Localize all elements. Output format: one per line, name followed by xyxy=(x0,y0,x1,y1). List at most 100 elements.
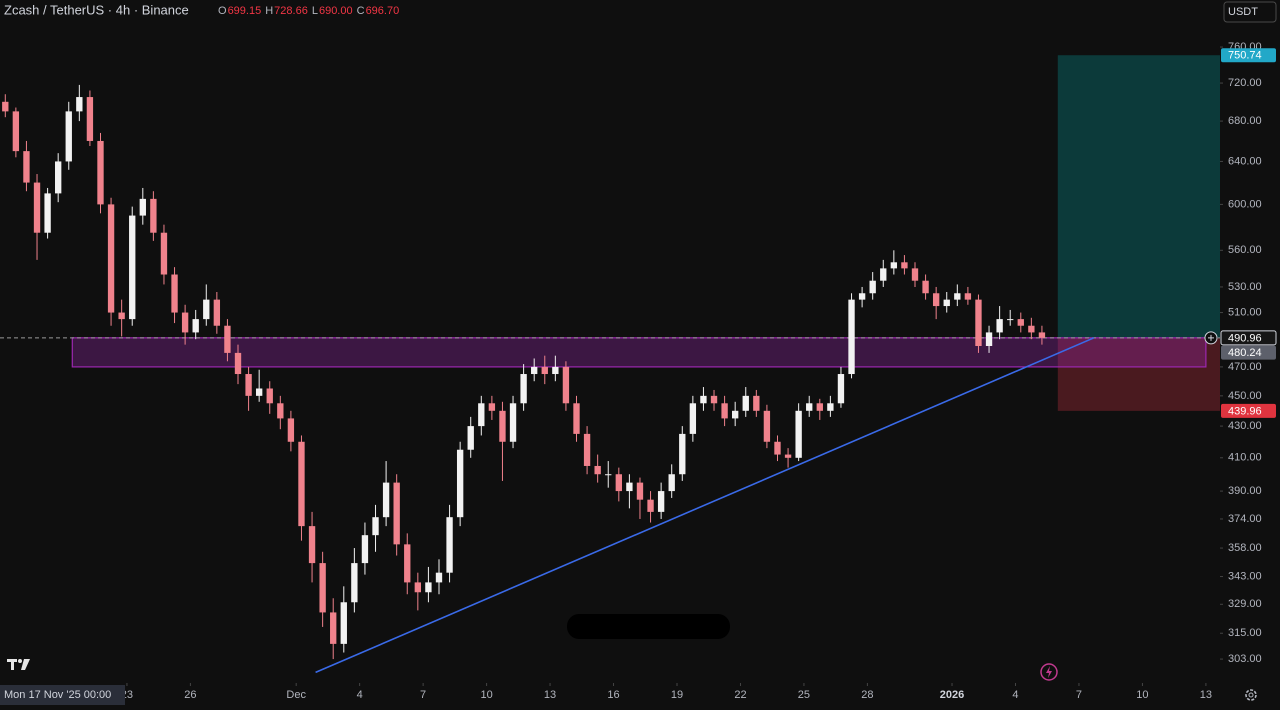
support-zone xyxy=(71,337,1207,368)
candle-body xyxy=(129,215,136,320)
price-label-bg xyxy=(1221,345,1276,360)
candle-body xyxy=(308,526,316,564)
candle-body xyxy=(234,352,242,375)
candle-body xyxy=(531,366,538,375)
trendline xyxy=(315,337,1095,674)
candle-body xyxy=(2,101,9,112)
candle-body xyxy=(901,262,908,269)
candle-body xyxy=(224,325,231,353)
x-tick-label: 22 xyxy=(734,689,746,701)
y-tick-label: 374.00 xyxy=(1228,513,1262,525)
candle-body xyxy=(605,474,612,476)
candle-body xyxy=(139,198,146,216)
candle-body xyxy=(922,280,929,294)
candle-body xyxy=(880,268,887,281)
candle-body xyxy=(340,602,347,644)
y-tick-label: 358.00 xyxy=(1228,542,1262,554)
drawings-front xyxy=(315,337,1095,674)
candle-body xyxy=(806,403,813,411)
alert-icon[interactable] xyxy=(1040,663,1058,681)
candle-body xyxy=(890,262,898,269)
candle-body xyxy=(404,544,411,583)
redaction xyxy=(567,614,730,639)
y-tick-label: 510.00 xyxy=(1228,306,1262,318)
candle-body xyxy=(382,482,390,518)
y-tick-label: 680.00 xyxy=(1228,115,1262,127)
y-tick-label: 410.00 xyxy=(1228,452,1262,464)
currency-button[interactable]: USDT xyxy=(1223,1,1277,23)
add-order-button[interactable] xyxy=(1204,331,1218,345)
candle-body xyxy=(869,280,876,294)
candle-body xyxy=(668,474,675,492)
candle-body xyxy=(266,388,273,404)
tv-logo xyxy=(7,659,30,670)
candle-body xyxy=(562,366,570,404)
candle-body xyxy=(816,403,823,411)
y-tick-label: 530.00 xyxy=(1228,281,1262,293)
y-tick-label: 343.00 xyxy=(1228,570,1262,582)
x-tick-label: 16 xyxy=(607,689,619,701)
candle-body xyxy=(446,517,453,573)
candle-body xyxy=(319,563,326,613)
candle-body xyxy=(499,410,506,442)
candle-body xyxy=(1038,332,1046,338)
candle-body xyxy=(615,474,622,492)
candle-body xyxy=(150,198,157,233)
x-tick-label: 2026 xyxy=(940,689,964,701)
candle-body xyxy=(573,403,580,434)
y-tick-label: 720.00 xyxy=(1228,77,1262,89)
candle-body xyxy=(848,299,855,375)
candle-body xyxy=(107,204,115,313)
candle-body xyxy=(372,517,379,536)
price-label: 490.96 xyxy=(1228,332,1262,344)
candle-body xyxy=(795,410,802,458)
candle-body xyxy=(964,293,972,300)
axes: 760.00720.00680.00640.00600.00560.00530.… xyxy=(0,41,1277,705)
candle-body xyxy=(23,151,30,183)
candle-body xyxy=(742,395,749,411)
crosshair-time-bg xyxy=(0,685,125,705)
candle-body xyxy=(171,274,178,313)
x-tick-label: 13 xyxy=(544,689,556,701)
settings-icon[interactable] xyxy=(1245,689,1257,701)
candle-body xyxy=(932,293,940,307)
price-label: 750.74 xyxy=(1228,50,1262,62)
currency[interactable]: USDT xyxy=(1228,6,1258,18)
y-tick-label: 430.00 xyxy=(1228,420,1262,432)
y-tick-label: 329.00 xyxy=(1228,598,1262,610)
x-tick-label: 7 xyxy=(1076,689,1082,701)
candle-body xyxy=(1007,319,1014,321)
candle-body xyxy=(1028,325,1035,333)
candle-body xyxy=(509,403,517,442)
candle-body xyxy=(996,319,1003,333)
candle-body xyxy=(287,418,295,442)
x-tick-label: 26 xyxy=(184,689,196,701)
x-tick-label: 28 xyxy=(861,689,873,701)
candle-body xyxy=(583,433,591,466)
ohlc-value: 690.00 xyxy=(319,5,353,17)
candle-body xyxy=(827,403,834,411)
candle-body xyxy=(97,140,104,205)
candle-body xyxy=(393,482,400,545)
x-tick-label: 10 xyxy=(1136,689,1148,701)
price-label-bg xyxy=(1220,330,1277,346)
candle-body xyxy=(330,612,337,644)
candle-body xyxy=(541,366,548,375)
ohlc-key: C xyxy=(357,5,365,17)
candle-body xyxy=(552,366,559,375)
candle-body xyxy=(679,433,686,475)
x-tick-label: Dec xyxy=(286,689,306,701)
candle-body xyxy=(86,97,94,141)
ohlc-value: 699.15 xyxy=(228,5,262,17)
candle-body xyxy=(255,388,263,396)
ohlc-key: O xyxy=(218,5,227,17)
candle-body xyxy=(192,319,199,333)
candle-body xyxy=(985,332,993,347)
candle-body xyxy=(456,449,464,518)
x-tick-label: 4 xyxy=(1012,689,1018,701)
candle-body xyxy=(12,111,20,152)
y-tick-label: 600.00 xyxy=(1228,198,1262,210)
y-tick-label: 450.00 xyxy=(1228,390,1262,402)
